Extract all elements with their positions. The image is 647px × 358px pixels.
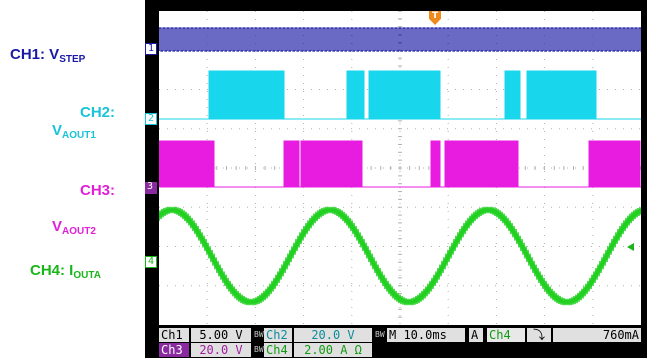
legend-ch3: CH3: [80,182,115,199]
ch2-trace-fill [351,71,361,119]
legend-ch3-text: CH3: [80,182,116,199]
ch1-bw-text: BW [254,330,264,339]
trigger-level-text: 760mA [602,328,639,342]
ch3-bw: BW [252,343,264,357]
ch3-scale: 20.0 V [191,343,251,357]
trigger-level-arrow [627,243,634,251]
ch4-label: Ch4 [264,343,292,357]
legend-ch4-sub: OUTA [73,270,101,281]
channel-marker-2: 2 [145,113,157,125]
ch3-scale-text: 20.0 V [199,343,243,357]
legend-ch2-text: CH2: [80,104,116,121]
ch2-scale: 20.0 V [294,328,372,342]
trigger-mode-text: A [471,328,479,342]
trigger-source-text: Ch4 [489,328,511,342]
legend-ch2-v-text: V [52,122,63,139]
ch1-label-text: Ch1 [161,328,183,342]
trigger-level: 760mA [553,328,641,342]
timebase: M 10.0ms [387,328,465,342]
legend-ch4-text: CH4: I [30,262,74,279]
waveform-svg [159,11,641,325]
ch4-scale: 2.00 A Ω [294,343,372,357]
legend-ch1-sub: STEP [59,54,86,65]
ch1-scale: 5.00 V [191,328,251,342]
trigger-source: Ch4 [487,328,525,342]
ch1-scale-text: 5.00 V [199,328,243,342]
ch1-bw: BW [252,328,264,342]
legend-ch1: CH1: VSTEP [10,46,85,65]
legend-ch3-sub: AOUT2 [62,226,96,237]
legend-ch1-text: CH1: V [10,46,60,63]
ch2-bw: BW [373,328,385,342]
ch2-bw-text: BW [375,330,385,339]
ch3-bw-text: BW [254,345,264,354]
timebase-text: M 10.0ms [389,328,447,342]
waveform-screen [159,11,641,325]
ch2-trace-fill [373,71,437,119]
ch4-label-text: Ch4 [266,343,288,357]
channel-marker-3: 3 [145,182,157,194]
ch3-trace-fill [435,141,437,187]
channel-marker-1-label: 1 [148,43,155,54]
ch3-trace-fill [449,141,515,187]
ch2-label: Ch2 [264,328,292,342]
legend-ch4: CH4: IOUTA [30,262,101,281]
legend-ch3-v: VAOUT2 [52,218,96,237]
ch2-scale-text: 20.0 V [311,328,355,342]
channel-marker-2-label: 2 [148,113,155,124]
channel-marker-3-label: 3 [147,181,154,192]
legend-ch2-sub: AOUT1 [62,130,96,141]
ch4-scale-text: 2.00 A Ω [304,343,362,357]
ch2-trace-fill [531,71,593,119]
legend-ch2-v: VAOUT1 [52,122,96,141]
trigger-slope-icon: ⤵ [532,328,545,342]
ch3-trace-fill [593,141,637,187]
trigger-position-marker: T [429,11,441,25]
ch2-label-text: Ch2 [266,328,288,342]
trigger-position-label: T [432,11,439,21]
channel-marker-4: 4 [145,256,157,268]
trigger-slope: ⤵ [527,328,551,342]
channel-marker-4-label: 4 [148,256,155,267]
ch3-trace-fill [163,141,211,187]
channel-marker-1: 1 [145,43,157,55]
trigger-mode: A [469,328,483,342]
ch1-label: Ch1 [159,328,189,342]
legend-ch2: CH2: [80,104,115,121]
legend-ch3-v-text: V [52,218,63,235]
status-bar: Ch1 5.00 V BW Ch2 20.0 V BW M 10.0ms A C… [159,327,641,358]
ch3-trace-fill [305,141,359,187]
ch3-label: Ch3 [159,343,189,357]
ch3-trace-fill [288,141,295,187]
ch2-trace-fill [509,71,517,119]
ch1-trace [159,27,641,52]
ch2-trace-fill [213,71,281,119]
ch3-label-text: Ch3 [161,343,183,357]
ch4-trace [159,206,641,306]
